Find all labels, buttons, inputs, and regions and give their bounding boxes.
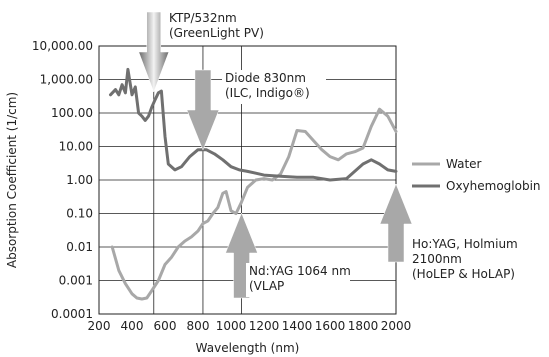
series-line xyxy=(109,67,398,182)
legend-label: Water xyxy=(446,157,482,171)
holmium-label: 2100nm xyxy=(412,252,462,266)
x-tick-label: 2000 xyxy=(381,319,412,333)
ktp-arrow xyxy=(138,11,170,93)
legend-label: Oxyhemoglobin xyxy=(446,179,541,193)
y-tick-label: 0.001 xyxy=(59,274,93,288)
diode-label: (ILC, Indigo®) xyxy=(225,86,310,100)
diode-arrow xyxy=(186,69,220,151)
x-tick-label: 1600 xyxy=(315,319,346,333)
ndyag-label: (VLAP xyxy=(249,279,284,293)
y-axis-label: Absorption Coefficient (1/cm) xyxy=(5,92,19,268)
ktp-label: KTP/532nm xyxy=(169,11,237,25)
y-tick-label: 1.00 xyxy=(66,173,93,187)
y-tick-label: 1,000.00 xyxy=(40,73,93,87)
holmium-label: (HoLEP & HoLAP) xyxy=(412,267,515,281)
x-tick-label: 800 xyxy=(187,319,210,333)
ndyag-label: Nd:YAG 1064 nm xyxy=(249,264,351,278)
diode-label-bg xyxy=(222,70,326,104)
series-oxyhemoglobin xyxy=(109,67,398,182)
y-tick-label: 0.0001 xyxy=(51,307,93,321)
series-line xyxy=(110,107,398,301)
x-tick-label: 600 xyxy=(154,319,177,333)
ktp-label: (GreenLight PV) xyxy=(169,26,264,40)
diode-label: Diode 830nm xyxy=(225,71,306,85)
y-tick-label: 0.01 xyxy=(66,240,93,254)
x-tick-label: 1200 xyxy=(249,319,280,333)
y-tick-label: 10,000.00 xyxy=(32,39,93,53)
y-tick-label: 100.00 xyxy=(51,106,93,120)
x-tick-label: 1000 xyxy=(216,319,247,333)
x-tick-label: 400 xyxy=(121,319,144,333)
holmium-label: Ho:YAG, Holmium xyxy=(412,237,518,251)
series-water xyxy=(110,107,398,301)
holmium-arrow xyxy=(379,183,413,263)
x-tick-label: 1800 xyxy=(348,319,379,333)
y-tick-label: 10.00 xyxy=(59,140,93,154)
x-axis-label: Wavelength (nm) xyxy=(196,341,300,355)
x-tick-label: 1400 xyxy=(282,319,313,333)
ndyag-label-bg xyxy=(246,263,350,297)
x-tick-label: 200 xyxy=(88,319,111,333)
y-tick-label: 0.10 xyxy=(66,207,93,221)
